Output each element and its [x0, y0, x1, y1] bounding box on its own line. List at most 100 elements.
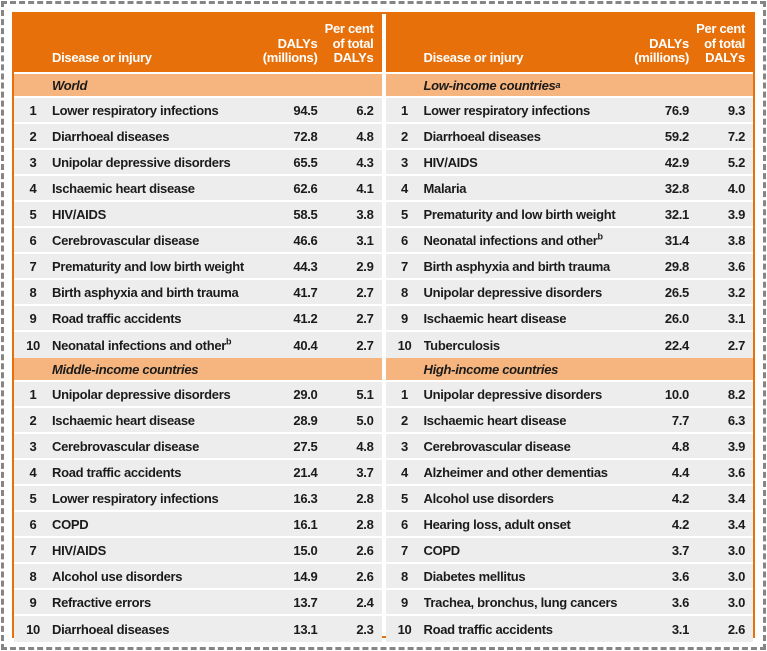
- percent-value-cell: 4.8: [356, 128, 374, 144]
- rank-cell: 6: [29, 516, 37, 532]
- dalys-value-cell: 76.9: [664, 102, 689, 118]
- rank-cell: 7: [29, 542, 37, 558]
- dalys-value-cell: 42.9: [664, 154, 689, 170]
- rank-cell: 4: [29, 464, 37, 480]
- disease-column-header: Disease or injury: [423, 50, 524, 66]
- percent-value-cell: 3.6: [727, 258, 745, 274]
- disease-label: Ischaemic heart disease: [423, 412, 567, 428]
- rank-cell: 2: [29, 412, 37, 428]
- disease-cell: COPD: [424, 543, 620, 558]
- percent-value-cell: 5.0: [356, 412, 374, 428]
- percent-value-cell: 3.4: [727, 490, 745, 506]
- disease-cell: Unipolar depressive disorders: [424, 285, 620, 300]
- disease-label: Tuberculosis: [423, 337, 501, 353]
- rank-cell: 5: [29, 490, 37, 506]
- dalys-value-cell: 3.1: [671, 621, 689, 637]
- disease-label: Road traffic accidents: [52, 464, 182, 480]
- disease-cell: Road traffic accidents: [52, 311, 248, 326]
- disease-cell: Trachea, bronchus, lung cancers: [424, 595, 620, 610]
- disease-cell: Lower respiratory infections: [52, 491, 248, 506]
- dalys-value-cell: 62.6: [293, 180, 318, 196]
- table-row: 7 Prematurity and low birth weight 44.3 …: [14, 254, 382, 280]
- disease-cell: Ischaemic heart disease: [424, 413, 620, 428]
- rank-cell: 6: [29, 232, 37, 248]
- percent-value-cell: 3.1: [727, 310, 745, 326]
- percent-value-cell: 2.3: [356, 621, 374, 637]
- footnote-marker: b: [226, 337, 232, 347]
- percent-value-cell: 3.0: [727, 568, 745, 584]
- disease-label: Cerebrovascular disease: [423, 438, 571, 454]
- section-header-world: World: [14, 74, 382, 98]
- table-row: 10 Diarrhoeal diseases 13.1 2.3: [14, 616, 382, 642]
- disease-cell: Alcohol use disorders: [424, 491, 620, 506]
- disease-label: Ischaemic heart disease: [52, 412, 195, 428]
- rank-cell: 5: [401, 490, 408, 506]
- dalys-value-cell: 21.4: [293, 464, 318, 480]
- dalys-value-cell: 44.3: [293, 258, 318, 274]
- table-row: 10 Tuberculosis 22.4 2.7: [385, 332, 753, 358]
- percent-value-cell: 3.2: [727, 284, 745, 300]
- rank-cell: 2: [401, 128, 408, 144]
- disease-label: Neonatal infections and other: [423, 232, 598, 248]
- left-panel: Disease or injury DALYs (millions) Per c…: [14, 14, 382, 642]
- table-row: 9 Road traffic accidents 41.2 2.7: [14, 306, 382, 332]
- disease-cell: Prematurity and low birth weight: [52, 259, 248, 274]
- rank-cell: 6: [401, 516, 408, 532]
- percent-value-cell: 6.3: [727, 412, 745, 428]
- disease-cell: Malaria: [424, 181, 620, 196]
- dalys-table: Disease or injury DALYs (millions) Per c…: [12, 12, 755, 642]
- rank-cell: 10: [397, 621, 412, 637]
- rank-cell: 10: [26, 337, 40, 353]
- dalys-value-cell: 3.6: [671, 594, 689, 610]
- rank-cell: 3: [29, 438, 37, 454]
- percent-value-cell: 2.7: [356, 337, 374, 353]
- dalys-value-cell: 26.0: [664, 310, 689, 326]
- disease-cell: Birth asphyxia and birth trauma: [424, 259, 620, 274]
- rank-cell: 3: [401, 438, 408, 454]
- disease-cell: Cerebrovascular disease: [52, 233, 248, 248]
- disease-cell: COPD: [52, 517, 248, 532]
- percent-value-cell: 2.7: [727, 337, 745, 353]
- disease-label: COPD: [52, 516, 89, 532]
- dalys-value-cell: 4.4: [671, 464, 689, 480]
- section-header-high-income: High-income countries: [385, 358, 753, 382]
- table-row: 5 Alcohol use disorders 4.2 3.4: [385, 486, 753, 512]
- disease-cell: Alzheimer and other dementias: [424, 465, 620, 480]
- high-income-rows: 1 Unipolar depressive disorders 10.0 8.2…: [385, 382, 753, 642]
- percent-value-cell: 8.2: [727, 386, 745, 402]
- dalys-value-cell: 13.7: [293, 594, 318, 610]
- disease-cell: Diarrhoeal diseases: [52, 622, 248, 637]
- dalys-value-cell: 3.6: [671, 568, 689, 584]
- disease-cell: Ischaemic heart disease: [52, 181, 248, 196]
- disease-cell: Neonatal infections and otherb: [52, 338, 248, 353]
- percent-value-cell: 2.6: [356, 542, 374, 558]
- disease-label: Trachea, bronchus, lung cancers: [423, 594, 618, 610]
- table-row: 1 Unipolar depressive disorders 29.0 5.1: [14, 382, 382, 408]
- disease-cell: Ischaemic heart disease: [52, 413, 248, 428]
- table-row: 6 COPD 16.1 2.8: [14, 512, 382, 538]
- rank-cell: 1: [401, 386, 408, 402]
- disease-cell: Diabetes mellitus: [424, 569, 620, 584]
- disease-label: Lower respiratory infections: [52, 102, 219, 118]
- disease-label: Unipolar depressive disorders: [52, 386, 231, 402]
- disease-cell: Tuberculosis: [424, 338, 620, 353]
- disease-label: Cerebrovascular disease: [52, 438, 200, 454]
- dalys-value-cell: 41.7: [293, 284, 318, 300]
- rank-cell: 1: [29, 386, 37, 402]
- disease-label: Lower respiratory infections: [52, 490, 219, 506]
- dalys-value-cell: 4.8: [671, 438, 689, 454]
- dalys-column-header: DALYs (millions): [634, 35, 689, 66]
- percent-value-cell: 4.0: [727, 180, 745, 196]
- disease-label: Prematurity and low birth weight: [52, 258, 244, 274]
- rank-cell: 9: [29, 310, 37, 326]
- rank-cell: 9: [401, 594, 408, 610]
- disease-label: Unipolar depressive disorders: [423, 284, 603, 300]
- section-header-middle-income: Middle-income countries: [14, 358, 382, 382]
- table-row: 8 Birth asphyxia and birth trauma 41.7 2…: [14, 280, 382, 306]
- percent-value-cell: 3.1: [356, 232, 374, 248]
- disease-cell: Alcohol use disorders: [52, 569, 248, 584]
- dalys-value-cell: 29.0: [293, 386, 318, 402]
- disease-cell: Lower respiratory infections: [52, 103, 248, 118]
- disease-label: Neonatal infections and other: [52, 337, 227, 353]
